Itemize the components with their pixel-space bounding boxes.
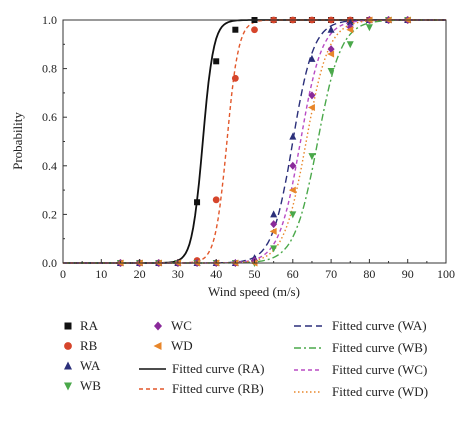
y-tick-label: 1.0 bbox=[42, 13, 57, 27]
legend-label: WC bbox=[171, 318, 192, 333]
legend-swatch-wa bbox=[64, 361, 72, 370]
legend: RA RB WA WB WC WD Fitted curve (RA) Fitted curv… bbox=[64, 318, 428, 399]
y-tick-label: 0.8 bbox=[42, 62, 57, 76]
x-tick-label: 80 bbox=[363, 267, 375, 281]
legend-label: Fitted curve (RA) bbox=[172, 361, 264, 376]
data-point-wb bbox=[346, 41, 354, 49]
axes-group: 0 10 20 30 40 50 60 70 80 90 100 0.0 0.2 0.4 0.6 0.8 1.… bbox=[10, 13, 455, 299]
legend-label: WD bbox=[171, 338, 193, 353]
legend-swatch-rb bbox=[64, 342, 72, 350]
data-point-rb bbox=[251, 26, 258, 34]
plot-frame bbox=[62, 19, 447, 264]
legend-label: Fitted curve (RB) bbox=[172, 381, 264, 396]
legend-label: Fitted curve (WB) bbox=[332, 340, 427, 355]
data-point-ra bbox=[194, 199, 201, 206]
data-point-rb bbox=[212, 196, 220, 204]
data-point-wd bbox=[346, 26, 354, 34]
fitted-curve-wd-line bbox=[63, 19, 446, 264]
data-point-wb bbox=[289, 211, 297, 219]
y-tick-label: 0.0 bbox=[42, 256, 57, 270]
legend-label: Fitted curve (WC) bbox=[332, 362, 427, 377]
data-point-wc bbox=[270, 220, 278, 229]
data-point-wa bbox=[346, 18, 354, 26]
legend-label: Fitted curve (WA) bbox=[332, 318, 427, 333]
data-point-wd bbox=[327, 50, 335, 58]
data-point-wb bbox=[308, 153, 316, 161]
x-axis-title: Wind speed (m/s) bbox=[208, 284, 300, 299]
y-tick-label: 0.2 bbox=[42, 207, 57, 221]
fitted-curve-wb-line bbox=[63, 19, 446, 264]
y-tick-label: 0.6 bbox=[42, 110, 57, 124]
data-point-rb bbox=[231, 74, 239, 82]
x-tick-label: 70 bbox=[325, 267, 337, 281]
data-point-wa bbox=[289, 132, 297, 140]
data-point-wa bbox=[308, 54, 316, 62]
fitted-curves-group bbox=[63, 19, 446, 264]
legend-label: WA bbox=[80, 358, 101, 373]
x-tick-label: 20 bbox=[134, 267, 146, 281]
legend-swatch-wb bbox=[64, 382, 72, 391]
x-tick-label: 0 bbox=[60, 267, 66, 281]
x-axis-ticks: 0 10 20 30 40 50 60 70 80 90 100 bbox=[60, 259, 455, 281]
fitted-curve-rb-line bbox=[63, 19, 446, 264]
data-point-ra bbox=[232, 26, 239, 33]
x-tick-label: 100 bbox=[437, 267, 455, 281]
y-axis-title: Probability bbox=[10, 112, 25, 170]
legend-label: RB bbox=[80, 338, 98, 353]
x-tick-label: 60 bbox=[287, 267, 299, 281]
data-point-wa bbox=[327, 25, 335, 33]
fitted-curve-ra-line bbox=[63, 19, 446, 264]
data-point-wc bbox=[289, 161, 297, 170]
legend-swatch-wc bbox=[154, 321, 162, 331]
x-tick-label: 50 bbox=[249, 267, 261, 281]
data-point-wd bbox=[307, 103, 315, 111]
x-tick-label: 90 bbox=[402, 267, 414, 281]
legend-swatch-wd bbox=[153, 342, 162, 350]
data-point-wc bbox=[308, 91, 316, 100]
y-tick-label: 0.4 bbox=[42, 159, 57, 173]
y-axis-ticks: 0.0 0.2 0.4 0.6 0.8 1.0 bbox=[42, 13, 67, 270]
fitted-curve-wc-line bbox=[63, 19, 446, 264]
data-point-ra bbox=[213, 58, 220, 65]
data-point-wd bbox=[269, 227, 277, 235]
data-points-group bbox=[116, 16, 412, 267]
legend-label: WB bbox=[80, 378, 101, 393]
data-point-wb bbox=[365, 24, 373, 32]
fitted-curve-wa-line bbox=[63, 19, 446, 264]
data-point-wb bbox=[327, 68, 335, 76]
x-tick-label: 10 bbox=[95, 267, 107, 281]
legend-label: Fitted curve (WD) bbox=[332, 384, 428, 399]
data-point-wd bbox=[288, 186, 296, 194]
x-tick-label: 30 bbox=[172, 267, 184, 281]
data-point-wb bbox=[270, 245, 278, 253]
x-tick-label: 40 bbox=[210, 267, 222, 281]
data-point-wa bbox=[270, 210, 278, 218]
legend-swatch-ra bbox=[64, 322, 72, 330]
legend-label: RA bbox=[80, 318, 99, 333]
